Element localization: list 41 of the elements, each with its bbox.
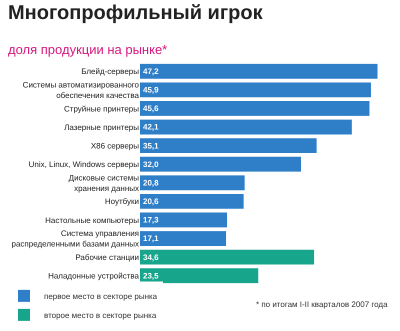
- bar: [140, 175, 245, 190]
- chart-title: Многопрофильный игрок: [8, 2, 264, 24]
- y-tick-label: Блейд-серверы: [81, 67, 140, 76]
- bar: [140, 64, 378, 79]
- y-tick-label: Наладонные устройства: [48, 272, 140, 281]
- bar: [140, 101, 370, 116]
- data-label: 35,1: [143, 141, 160, 150]
- y-tick-label: Unix, Linux, Windows серверы: [28, 160, 140, 170]
- data-label: 20,6: [143, 197, 160, 206]
- bar: [140, 250, 314, 265]
- data-label: 42,1: [143, 122, 160, 132]
- bar: [140, 82, 371, 98]
- data-label: 23,5: [143, 271, 160, 280]
- data-label: 17,1: [143, 234, 160, 244]
- bar: [140, 268, 258, 284]
- y-tick-label: Ноутбуки: [104, 197, 139, 206]
- data-label: 17,3: [143, 216, 160, 225]
- y-tick-label: Настольные компьютеры: [45, 216, 140, 225]
- chart-subtitle: доля продукции на рынке*: [8, 42, 168, 57]
- bar: [140, 212, 228, 228]
- legend-label: второе место в секторе рынка: [44, 310, 157, 320]
- data-label: 20,8: [143, 178, 160, 188]
- data-label: 32,0: [143, 160, 160, 169]
- bar: [140, 156, 302, 172]
- y-tick-label: Система управления распределенными базами данных: [12, 229, 139, 249]
- y-tick-label: Дисковые системы хранения данных: [68, 173, 140, 193]
- data-label: 47,2: [143, 66, 160, 76]
- bar: [140, 194, 244, 209]
- bar: [140, 120, 352, 134]
- y-tick-label: Лазерные принтеры: [64, 122, 140, 132]
- y-tick-label: Струйные принтеры: [64, 104, 140, 114]
- bar: [140, 138, 317, 154]
- legend-label: первое место в секторе рынка: [44, 292, 158, 301]
- data-label: 34,6: [143, 252, 160, 262]
- bar: [140, 231, 226, 246]
- data-label: 45,6: [143, 104, 160, 114]
- text: * по итогам I-II кварталов 2007 года: [256, 300, 388, 309]
- y-tick-label: X86 серверы: [90, 141, 140, 150]
- y-tick-label: Рабочие станции: [75, 252, 139, 262]
- data-label: 45,9: [143, 86, 160, 95]
- y-tick-label: Системы автоматизированного обеспечения качества: [22, 80, 140, 100]
